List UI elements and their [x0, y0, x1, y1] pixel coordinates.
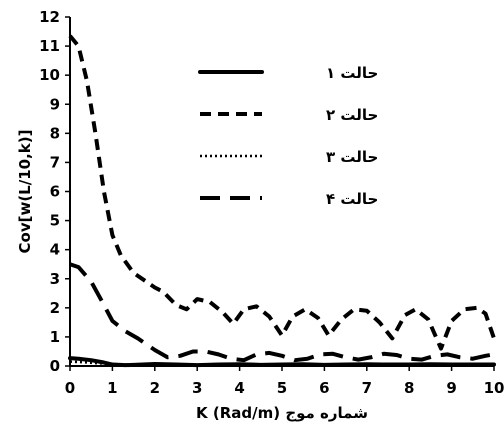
- y-tick-label: 9: [50, 95, 60, 113]
- series-line-3: [69, 360, 494, 367]
- legend-label-3: حالت ۳: [326, 148, 378, 166]
- y-axis-title: Cov[w(L/10,k)]: [16, 130, 34, 254]
- y-tick-label: 2: [50, 299, 60, 317]
- y-tick-label: 11: [39, 37, 60, 55]
- x-tick-label: 3: [192, 379, 202, 397]
- y-tick-label: 3: [50, 270, 60, 288]
- x-tick-label: 6: [319, 379, 329, 397]
- y-tick-label: 6: [50, 183, 60, 201]
- x-tick-label: 5: [277, 379, 287, 397]
- series-line-2: [68, 34, 496, 351]
- y-tick-label: 7: [50, 153, 60, 171]
- y-tick-label: 12: [39, 8, 60, 26]
- y-tick-label: 1: [50, 328, 60, 346]
- x-axis-title: شماره موج K (Rad/m): [196, 404, 368, 422]
- y-tick-label: 10: [39, 66, 60, 84]
- x-tick-label: 4: [234, 379, 244, 397]
- y-tick-label: 0: [50, 357, 60, 375]
- legend-label-2: حالت ۲: [326, 106, 378, 124]
- legend-label-4: حالت ۴: [326, 190, 378, 208]
- y-tick-label: 5: [50, 212, 60, 230]
- legend-label-1: حالت ۱: [326, 64, 378, 82]
- y-tick-label: 8: [50, 124, 60, 142]
- x-tick-label: 7: [362, 379, 372, 397]
- legend: حالت ۱ حالت ۲ حالت ۳ حالت ۴: [198, 64, 378, 208]
- x-tick-label: 0: [65, 379, 75, 397]
- y-tick-label: 4: [50, 241, 60, 259]
- series-line-4: [69, 262, 495, 363]
- x-tick-label: 1: [107, 379, 117, 397]
- x-tick-label: 8: [404, 379, 414, 397]
- x-tick-label: 2: [150, 379, 160, 397]
- x-tick-label: 9: [446, 379, 456, 397]
- series-layer: [68, 34, 496, 368]
- x-tick-label: 10: [484, 379, 504, 397]
